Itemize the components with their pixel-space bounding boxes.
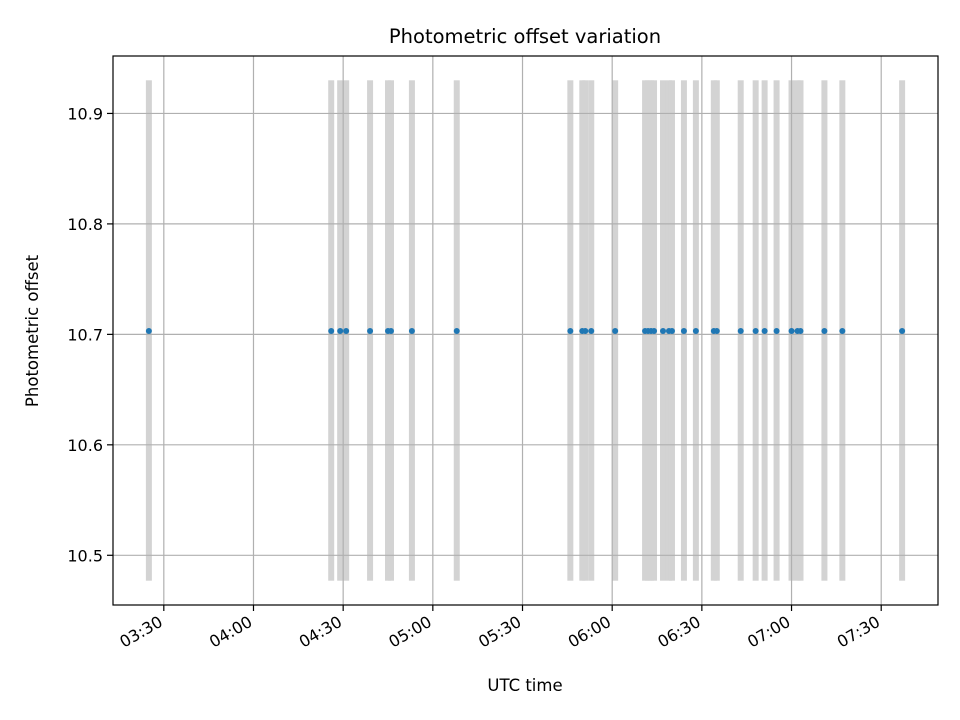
- data-point: [668, 328, 675, 335]
- data-point: [737, 328, 744, 335]
- grid: [113, 56, 938, 605]
- data-point: [328, 328, 335, 335]
- data-point: [788, 328, 795, 335]
- data-point: [337, 328, 344, 335]
- data-point: [367, 328, 374, 335]
- data-point: [773, 328, 780, 335]
- data-point: [660, 328, 666, 335]
- y-tick-label: 10.5: [67, 546, 103, 565]
- data-point: [680, 328, 687, 335]
- y-tick-label: 10.7: [67, 325, 103, 344]
- data-point: [588, 328, 595, 335]
- y-tick-label: 10.8: [67, 215, 103, 234]
- plot-frame: [112, 55, 939, 606]
- data-point: [692, 328, 699, 335]
- y-axis-ticks: 10.5 10.6 10.7 10.8 10.9: [67, 104, 113, 565]
- data-point: [752, 328, 759, 335]
- data-point: [899, 328, 906, 335]
- data-point: [797, 328, 804, 335]
- data-point: [145, 328, 152, 335]
- data-point: [387, 328, 394, 335]
- data-point: [582, 328, 589, 335]
- y-tick-label: 10.9: [67, 104, 103, 123]
- data-point: [567, 328, 574, 335]
- data-point: [839, 328, 846, 335]
- chart-title: Photometric offset variation: [389, 25, 661, 48]
- data-point: [343, 328, 350, 335]
- data-point: [713, 328, 720, 335]
- data-point: [761, 328, 768, 335]
- data-point: [453, 328, 460, 335]
- y-axis-title: Photometric offset: [23, 254, 42, 407]
- x-axis-title: UTC time: [487, 676, 562, 695]
- data-points: [145, 328, 906, 335]
- data-point: [612, 328, 619, 335]
- data-point: [651, 328, 658, 335]
- y-tick-label: 10.6: [67, 436, 103, 455]
- data-point: [821, 328, 828, 335]
- data-point: [408, 328, 415, 335]
